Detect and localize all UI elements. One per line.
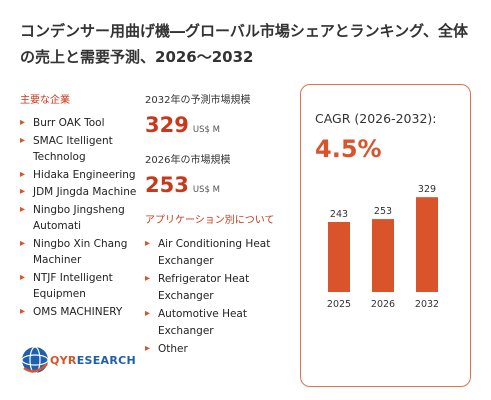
bullet-arrow-icon: ▸	[145, 343, 151, 354]
bullet-arrow-icon: ▸	[20, 117, 26, 128]
company-item-label: JDM Jingda Machine	[33, 186, 137, 198]
bar-value-label: 243	[330, 209, 348, 220]
market-size-bar-chart: 243 2025 253 2026 329 2032	[327, 184, 439, 310]
bullet-arrow-icon: ▸	[20, 134, 26, 146]
bullet-arrow-icon: ▸	[20, 203, 26, 215]
bullet-arrow-icon: ▸	[20, 305, 26, 317]
company-item: ▸ OMS MACHINERY	[20, 304, 140, 321]
bullet-arrow-icon: ▸	[145, 308, 151, 319]
bar-value-label: 329	[418, 184, 436, 195]
bullet-arrow-icon: ▸	[20, 271, 26, 283]
bar-category-label: 2032	[415, 299, 439, 310]
application-item-label: Other	[158, 343, 188, 355]
application-item-label: Automotive Heat Exchanger	[158, 308, 247, 337]
company-item-label: Burr OAK Tool	[33, 117, 105, 129]
bar-2032	[416, 197, 438, 292]
logo-text: QYRESEARCH	[50, 354, 137, 367]
company-item-label: OMS MACHINERY	[33, 305, 123, 318]
bullet-arrow-icon: ▸	[20, 168, 26, 180]
company-item-label: NTJF Intelligent Equipmen	[33, 271, 113, 301]
application-item: ▸ Refrigerator Heat Exchanger	[145, 271, 285, 304]
application-item-label: Refrigerator Heat Exchanger	[158, 273, 250, 302]
applications-list: ▸ Air Conditioning Heat Exchanger ▸ Refrige…	[145, 236, 285, 360]
bullet-arrow-icon: ▸	[145, 238, 151, 249]
cagr-panel: CAGR (2026-2032): 4.5% 243 2025 253 2026 329…	[300, 84, 471, 387]
company-item-label: Ningbo Xin Chang Machiner	[33, 237, 128, 267]
company-item: ▸ NTJF Intelligent Equipmen	[20, 270, 140, 303]
forecast-heading: 2032年の予測市場規模	[145, 95, 251, 106]
forecast-value: 329 US$ M	[145, 113, 220, 137]
bullet-arrow-icon: ▸	[20, 237, 26, 249]
applications-heading: アプリケーション別について	[145, 215, 275, 226]
page-title: コンデンサー用曲げ機―グローバル市場シェアとランキング、全体の売上と需要予測、2…	[20, 22, 469, 66]
bar-category-label: 2025	[327, 299, 351, 310]
company-item: ▸ Hidaka Engineering	[20, 167, 140, 184]
current-unit: US$ M	[192, 185, 220, 195]
bullet-arrow-icon: ▸	[145, 273, 151, 284]
globe-icon	[21, 346, 49, 374]
forecast-number: 329	[145, 113, 189, 137]
cagr-label: CAGR (2026-2032):	[315, 111, 437, 126]
cagr-value: 4.5%	[315, 135, 382, 163]
company-item: ▸ Ningbo Jingsheng Automati	[20, 202, 140, 235]
company-item: ▸ JDM Jingda Machine	[20, 184, 140, 201]
company-item: ▸ Burr OAK Tool	[20, 115, 140, 132]
companies-list: ▸ Burr OAK Tool ▸ SMAC Itelligent Technolog…	[20, 115, 140, 321]
bar-2026	[372, 219, 394, 292]
application-item: ▸ Other	[145, 341, 285, 358]
bar-value-label: 253	[374, 206, 392, 217]
bar-2025	[328, 221, 350, 292]
current-number: 253	[145, 173, 189, 197]
bar-category-label: 2026	[371, 299, 395, 310]
company-item-label: Hidaka Engineering	[33, 168, 136, 181]
application-item: ▸ Automotive Heat Exchanger	[145, 306, 285, 339]
qyresearch-logo: QYRESEARCH	[20, 338, 136, 382]
application-item-label: Air Conditioning Heat Exchanger	[158, 238, 271, 267]
company-item-label: Ningbo Jingsheng Automati	[33, 203, 125, 233]
current-value: 253 US$ M	[145, 173, 220, 197]
forecast-unit: US$ M	[192, 125, 220, 135]
application-item: ▸ Air Conditioning Heat Exchanger	[145, 236, 285, 269]
company-item-label: SMAC Itelligent Technolog	[33, 134, 113, 164]
companies-heading: 主要な企業	[20, 95, 70, 106]
current-heading: 2026年の市場規模	[145, 155, 231, 166]
bullet-arrow-icon: ▸	[20, 186, 26, 197]
company-item: ▸ Ningbo Xin Chang Machiner	[20, 236, 140, 269]
company-item: ▸ SMAC Itelligent Technolog	[20, 133, 140, 166]
